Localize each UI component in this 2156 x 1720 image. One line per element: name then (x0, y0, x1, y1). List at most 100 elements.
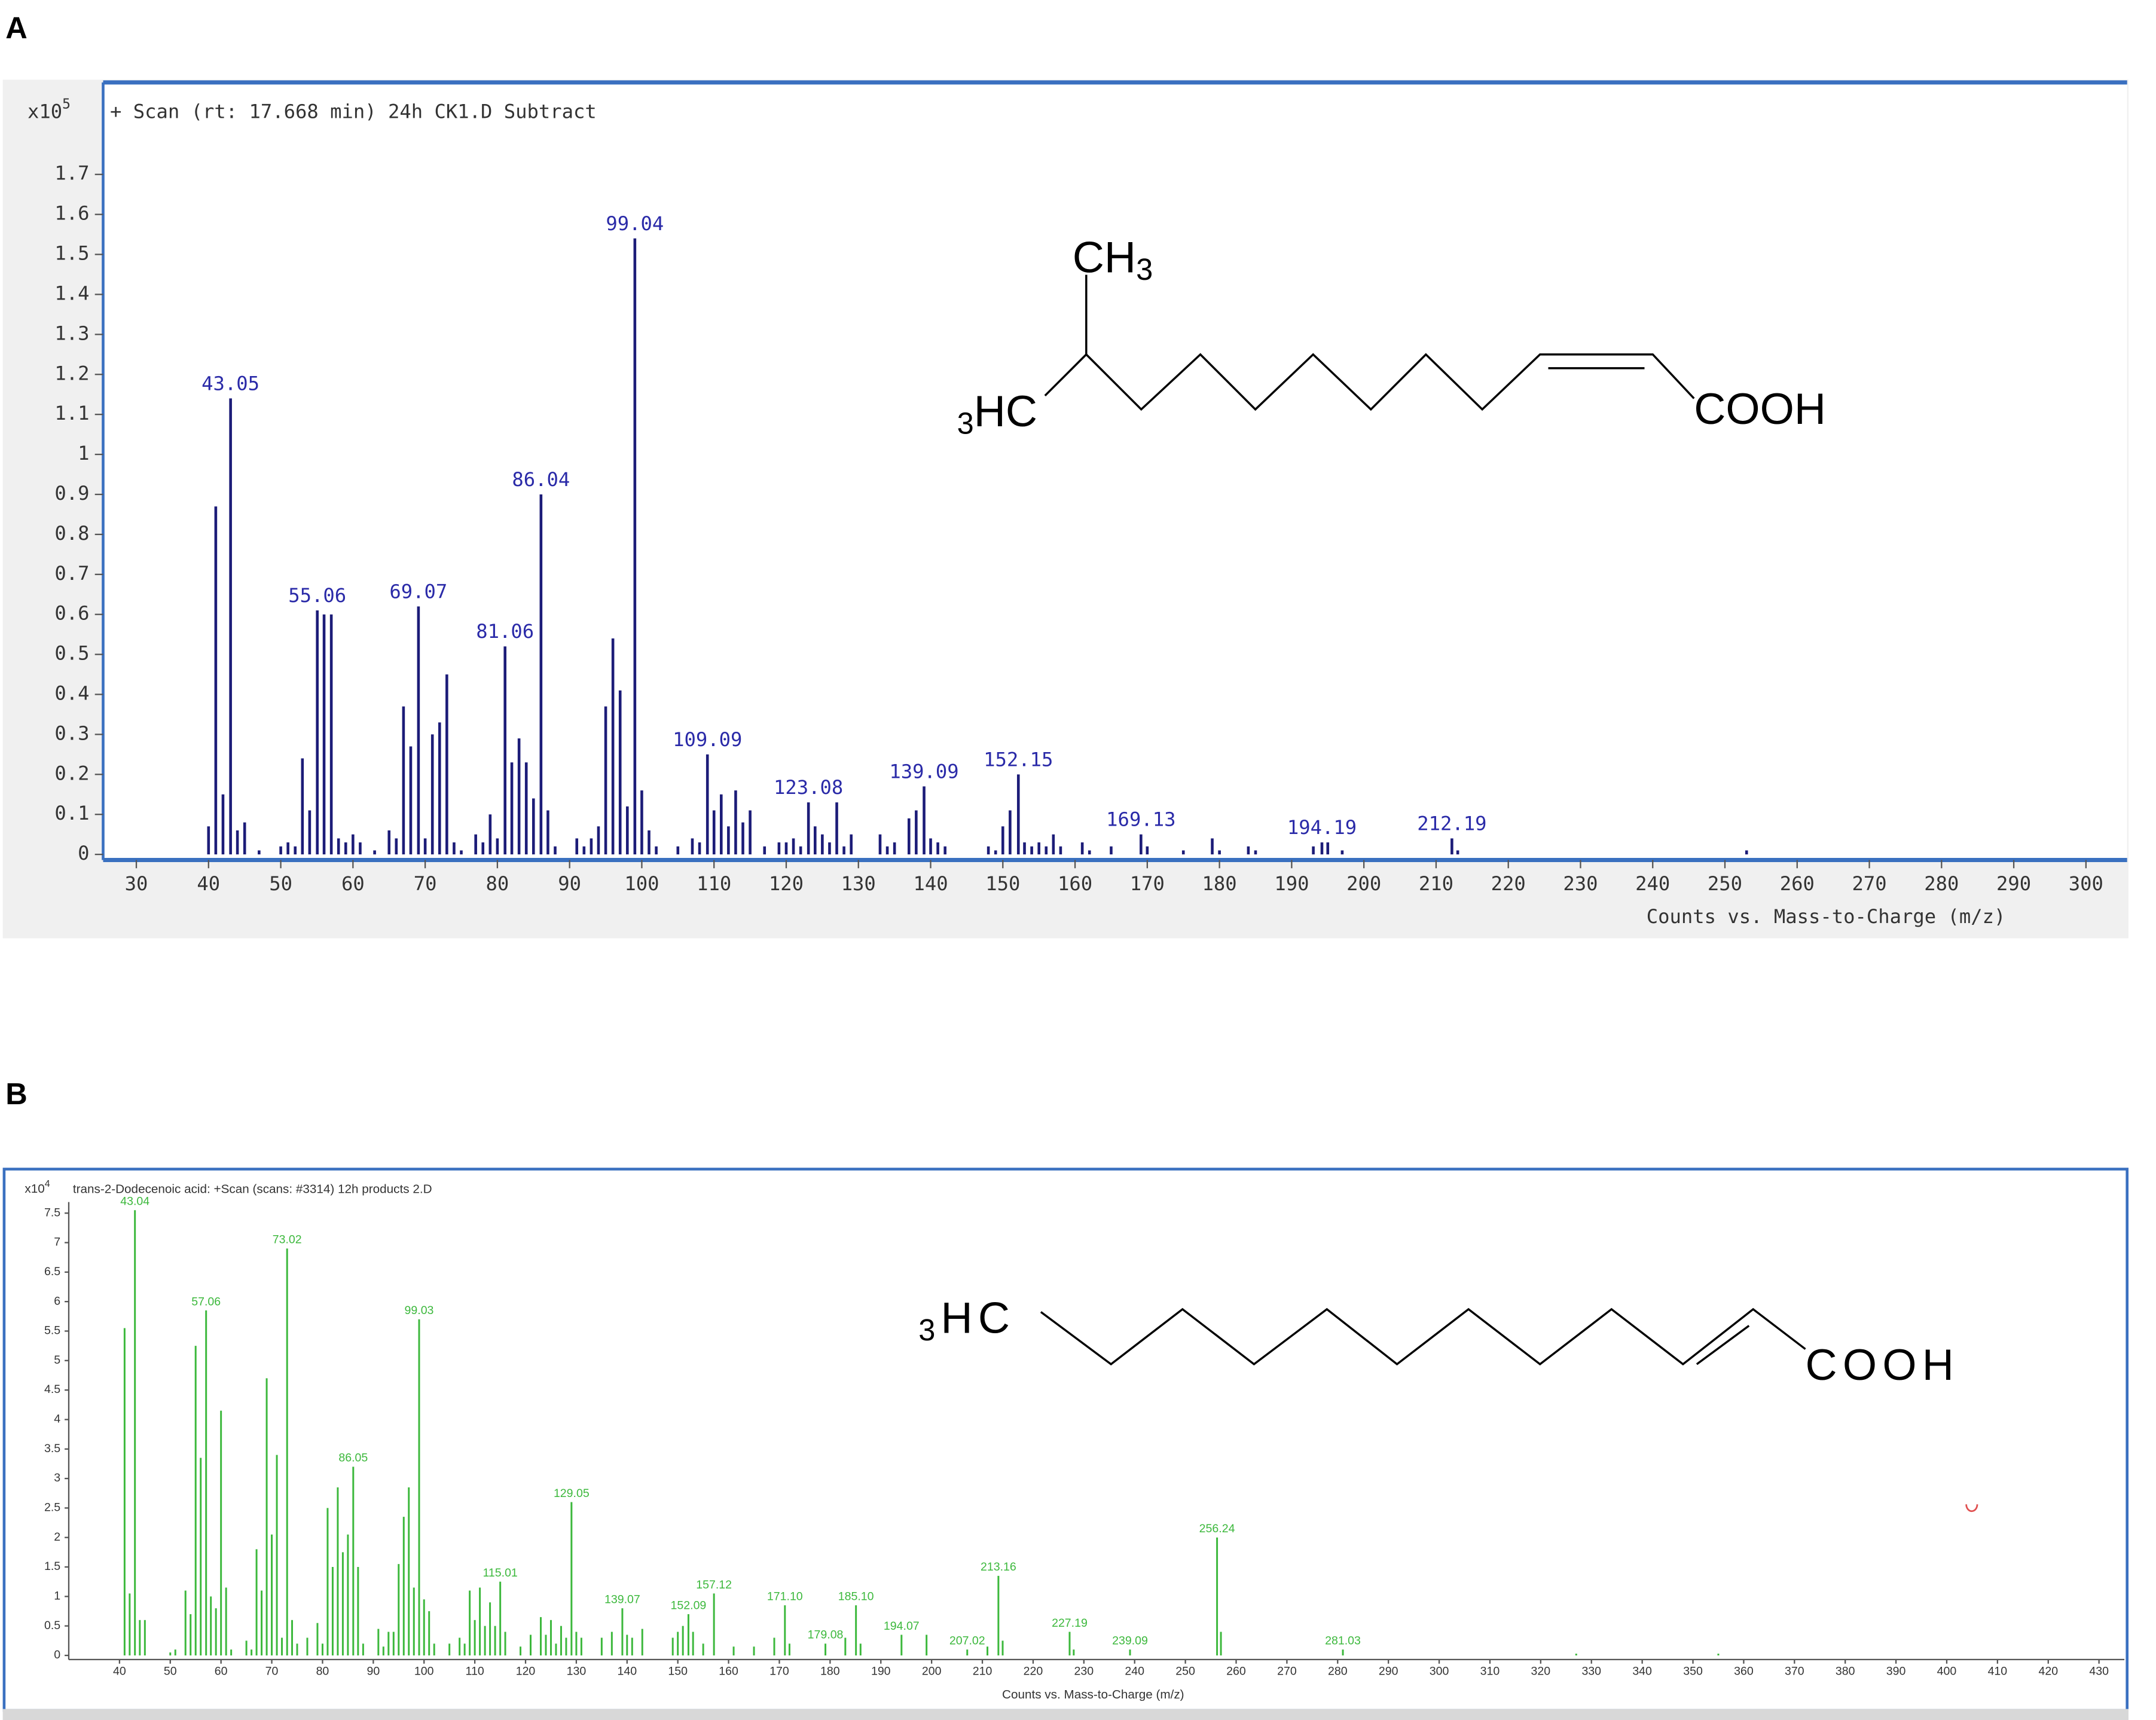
peak-label: 171.10 (767, 1590, 803, 1603)
x-tick-label: 300 (1430, 1665, 1449, 1678)
structure-subscript: 3 (957, 407, 974, 441)
x-tick-label: 80 (486, 872, 509, 895)
y-tick-label: 5 (54, 1354, 60, 1367)
peak-label: 139.09 (889, 760, 958, 783)
structure-text: HC (941, 1293, 1016, 1343)
y-tick-label: 1 (54, 1590, 60, 1603)
y-multiplier-exponent: 5 (62, 96, 71, 112)
structure-text: CH (1073, 233, 1136, 282)
x-tick-label: 100 (624, 872, 659, 895)
x-tick-label: 190 (1274, 872, 1309, 895)
x-tick-label: 230 (1074, 1665, 1094, 1678)
peak-label: 81.06 (476, 620, 534, 643)
x-tick-label: 320 (1531, 1665, 1551, 1678)
x-tick-label: 430 (2089, 1665, 2109, 1678)
y-tick-label: 0.1 (54, 802, 89, 824)
x-tick-label: 350 (1683, 1665, 1703, 1678)
y-tick-label: 1.5 (54, 242, 89, 265)
structure-label: 3HC (918, 1293, 1015, 1347)
peak-label: 152.09 (671, 1599, 707, 1612)
peak-label: 73.02 (273, 1233, 302, 1247)
peak-label: 212.19 (1417, 812, 1486, 835)
peak-label: 281.03 (1325, 1634, 1361, 1647)
peak-label: 157.12 (696, 1578, 732, 1591)
peak-label: 57.06 (191, 1295, 221, 1308)
panel-label: B (5, 1077, 28, 1111)
y-tick-label: 5.5 (44, 1324, 60, 1337)
y-multiplier-base: x10 (25, 1182, 44, 1196)
y-tick-label: 0.5 (54, 642, 89, 665)
peak-label: 239.09 (1112, 1634, 1148, 1647)
x-axis-label: Counts vs. Mass-to-Charge (m/z) (1647, 905, 2006, 928)
x-tick-label: 110 (466, 1665, 484, 1678)
x-tick-label: 230 (1563, 872, 1598, 895)
x-tick-label: 270 (1852, 872, 1886, 895)
y-tick-label: 1 (78, 442, 89, 465)
y-tick-label: 4.5 (44, 1383, 60, 1396)
structure-label: 3HC (957, 386, 1037, 440)
y-tick-label: 0.4 (54, 682, 89, 705)
y-tick-label: 2.5 (44, 1501, 60, 1514)
x-tick-label: 410 (1988, 1665, 2008, 1678)
y-tick-label: 7 (54, 1236, 60, 1249)
x-tick-label: 310 (1480, 1665, 1500, 1678)
x-tick-label: 70 (414, 872, 437, 895)
structure-text: HC (974, 386, 1037, 436)
y-tick-label: 7.5 (44, 1206, 60, 1219)
x-tick-label: 280 (1328, 1665, 1348, 1678)
x-tick-label: 170 (1130, 872, 1165, 895)
panel-label: A (5, 11, 28, 45)
y-multiplier: x105 (28, 96, 71, 123)
y-tick-label: 0 (78, 842, 89, 864)
x-tick-label: 250 (1175, 1665, 1195, 1678)
structure-subscript: 3 (918, 1313, 940, 1347)
x-tick-label: 140 (617, 1665, 637, 1678)
x-tick-label: 150 (668, 1665, 688, 1678)
panel-b-toolbar (2, 1709, 2129, 1720)
y-tick-label: 3 (54, 1471, 60, 1484)
peak-label: 55.06 (288, 584, 346, 607)
x-tick-label: 110 (697, 872, 731, 895)
x-tick-label: 100 (414, 1665, 434, 1678)
peak-label: 152.15 (984, 748, 1053, 771)
y-tick-label: 2 (54, 1530, 60, 1544)
x-tick-label: 370 (1785, 1665, 1804, 1678)
x-tick-label: 60 (215, 1665, 228, 1678)
x-tick-label: 300 (2069, 872, 2103, 895)
x-tick-label: 160 (1058, 872, 1092, 895)
x-tick-label: 120 (769, 872, 804, 895)
x-tick-label: 180 (820, 1665, 840, 1678)
x-tick-label: 180 (1202, 872, 1237, 895)
x-tick-label: 220 (1024, 1665, 1043, 1678)
peak-label: 194.07 (884, 1620, 920, 1633)
x-tick-label: 30 (125, 872, 148, 895)
peak-label: 207.02 (949, 1634, 985, 1647)
double-bond (1696, 1325, 1750, 1365)
y-multiplier-base: x10 (28, 100, 62, 123)
x-tick-label: 130 (567, 1665, 587, 1678)
x-tick-label: 290 (1996, 872, 2031, 895)
peak-label: 185.10 (838, 1590, 874, 1603)
y-tick-label: 0.3 (54, 722, 89, 744)
peak-label: 227.19 (1052, 1617, 1088, 1630)
x-tick-label: 250 (1708, 872, 1742, 895)
peak-label: 256.24 (1199, 1522, 1235, 1535)
y-tick-label: 1.6 (54, 202, 89, 225)
bond-chain (1040, 1307, 1806, 1366)
x-tick-label: 330 (1581, 1665, 1601, 1678)
structure-label: COOH (1806, 1340, 1960, 1389)
y-tick-label: 1.7 (54, 162, 89, 185)
y-tick-label: 4 (54, 1413, 60, 1426)
structure-label: CH3 (1073, 233, 1153, 286)
x-tick-label: 140 (913, 872, 948, 895)
chart-title: + Scan (rt: 17.668 min) 24h CK1.D Subtra… (110, 100, 597, 123)
y-tick-label: 1.4 (54, 282, 89, 304)
peak-label: 69.07 (389, 580, 447, 603)
x-tick-label: 220 (1491, 872, 1526, 895)
x-tick-label: 240 (1125, 1665, 1144, 1678)
y-tick-label: 0.9 (54, 482, 89, 505)
x-tick-label: 380 (1836, 1665, 1855, 1678)
y-tick-label: 6.5 (44, 1265, 60, 1278)
x-tick-label: 390 (1886, 1665, 1906, 1678)
